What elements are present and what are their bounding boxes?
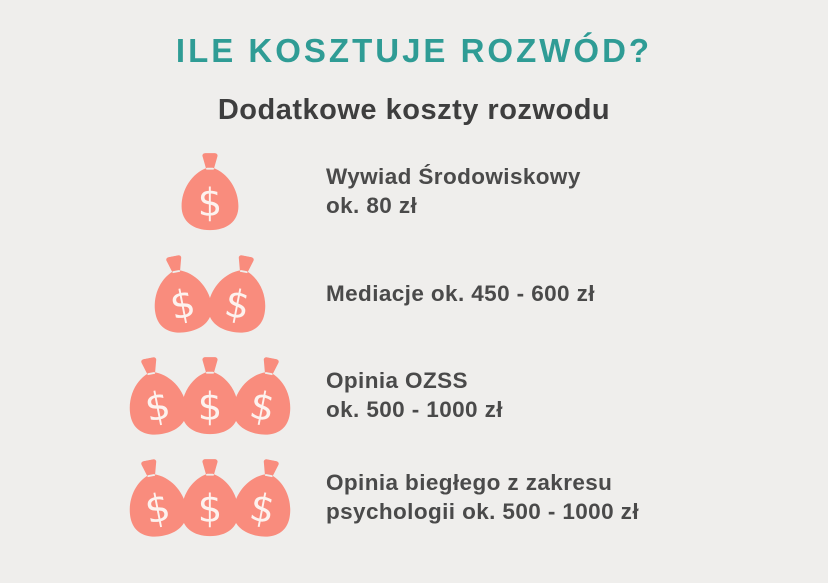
money-bag-icon: $ xyxy=(181,152,239,230)
money-bag-icon: $ xyxy=(129,458,187,537)
money-bag-shape xyxy=(181,356,239,434)
page-subtitle: Dodatkowe koszty rozwodu xyxy=(217,94,611,126)
dollar-glyph: $ xyxy=(198,384,223,429)
cost-label: Opinia biegłego z zakresu psychologii ok… xyxy=(326,469,639,526)
cost-list: $ Wywiad Środowiskowy ok. 80 zł $ $ xyxy=(0,141,828,549)
cost-row-opinia-ozss: $ $ $ Opinia OZSS ok. 500 - 1000 zł xyxy=(0,345,828,447)
cost-label: Mediacje ok. 450 - 600 zł xyxy=(326,280,595,309)
cost-label-line: ok. 80 zł xyxy=(326,193,418,218)
cost-row-opinia-bieglego: $ $ $ Opinia biegłego z zakresu psycholo… xyxy=(0,447,828,549)
icon-group: $ $ $ xyxy=(95,458,325,538)
cost-label: Opinia OZSS ok. 500 - 1000 zł xyxy=(326,367,503,424)
money-bag-icon: $ xyxy=(181,458,239,536)
cost-label-line: Wywiad Środowiskowy xyxy=(326,164,581,190)
money-bag-shape xyxy=(181,458,239,536)
cost-row-mediacje: $ $ Mediacje ok. 450 - 600 zł xyxy=(0,243,828,345)
money-bag-icon: $ xyxy=(181,356,239,434)
cost-label: Wywiad Środowiskowy ok. 80 zł xyxy=(326,163,581,220)
page-title: ILE KOSZTUJE ROZWÓD? xyxy=(175,32,653,69)
money-bag-icon: $ xyxy=(208,254,266,333)
cost-row-wywiad-srodowiskowy: $ Wywiad Środowiskowy ok. 80 zł xyxy=(0,141,828,243)
money-bag-icon: $ xyxy=(233,458,291,537)
cost-label-line: ok. 500 - 1000 zł xyxy=(326,397,503,422)
money-bag-icon: $ xyxy=(154,254,212,333)
money-bag-shape xyxy=(181,152,239,230)
money-bag-icon: $ xyxy=(233,356,291,435)
cost-label-line: Opinia OZSS xyxy=(326,368,468,394)
cost-label-line: psychologii ok. 500 - 1000 zł xyxy=(326,499,639,524)
money-bag-icon: $ xyxy=(129,356,187,435)
dollar-glyph: $ xyxy=(198,180,223,225)
icon-group: $ $ xyxy=(95,254,325,334)
icon-group: $ $ $ xyxy=(95,356,325,436)
cost-label-line: Mediacje ok. 450 - 600 zł xyxy=(326,280,595,306)
icon-group: $ xyxy=(95,152,325,232)
dollar-glyph: $ xyxy=(198,486,223,531)
cost-label-line: Opinia biegłego z zakresu xyxy=(326,470,613,496)
